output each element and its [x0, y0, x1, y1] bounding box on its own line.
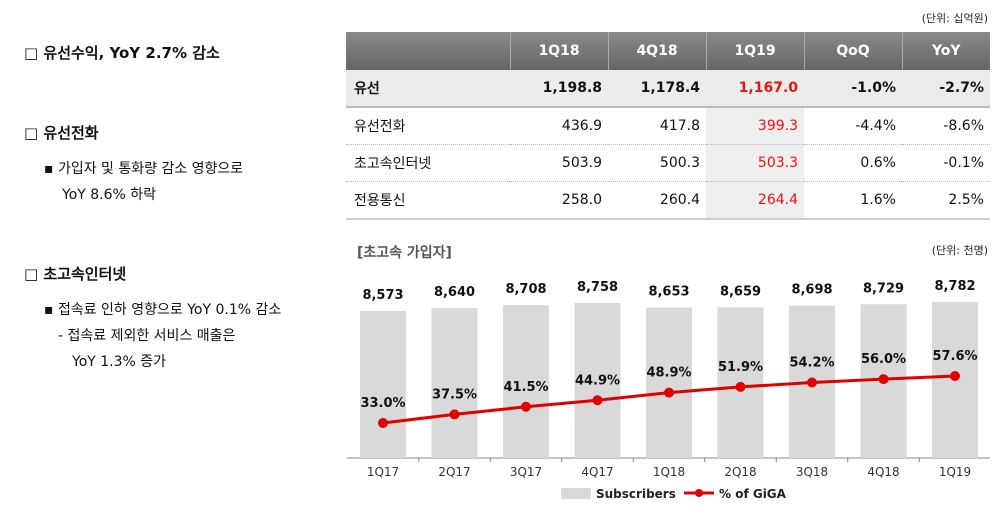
table-cell: -1.0% [804, 70, 902, 108]
bar-subscribers [646, 307, 692, 458]
table-row: 유선전화 436.9 417.8 399.3 -4.4% -8.6% [346, 107, 990, 145]
bar-subscribers [431, 308, 478, 458]
x-tick-label: 1Q17 [367, 465, 399, 479]
x-tick-label: 3Q18 [796, 465, 828, 479]
bar-subscribers [574, 303, 621, 458]
table-cell: 417.8 [608, 107, 706, 145]
table-cell: -8.6% [902, 107, 990, 145]
line-point [521, 401, 531, 412]
column-header: 1Q19 [706, 32, 805, 70]
bullet-text: ▪ 가입자 및 통화량 감소 영향으로 [44, 161, 244, 177]
table-cell: 1,178.4 [608, 70, 706, 108]
line-point [950, 371, 960, 382]
row-label: 유선전화 [346, 107, 510, 145]
x-tick-label: 3Q17 [510, 465, 542, 479]
bar-label: 8,659 [720, 284, 761, 299]
table-cell: 264.4 [706, 181, 804, 220]
row-label: 유선 [346, 70, 510, 108]
line-label: 33.0% [360, 396, 405, 411]
table-cell: 0.6% [804, 144, 902, 182]
bar-label: 8,573 [362, 288, 403, 303]
table-row: 유선 1,198.8 1,178.4 1,167.0 -1.0% -2.7% [346, 70, 990, 108]
line-point [449, 409, 460, 420]
bullet-text: ▪ 접속료 인하 영향으로 YoY 0.1% 감소 [44, 302, 282, 318]
bullet-text: YoY 8.6% 하락 [62, 187, 157, 203]
bar-label: 8,653 [648, 285, 689, 300]
table-cell: 503.3 [706, 144, 804, 182]
line-point [878, 374, 889, 385]
table-cell: 1,167.0 [706, 70, 804, 108]
table-cell: 399.3 [706, 107, 804, 145]
line-point [807, 377, 817, 388]
table-cell: 436.9 [510, 107, 608, 145]
x-tick-label: 2Q17 [438, 465, 470, 479]
bar-label: 8,729 [863, 281, 904, 296]
section-broadband: □ 초고속인터넷 [24, 265, 127, 283]
table-cell: 1,198.8 [510, 70, 608, 108]
table-cell: 1.6% [804, 181, 902, 220]
table-cell: 260.4 [608, 181, 706, 220]
line-label: 57.6% [932, 349, 977, 364]
line-label: 54.2% [789, 356, 834, 371]
table-cell: 258.0 [510, 181, 608, 220]
line-label: 37.5% [432, 387, 477, 402]
column-header [346, 32, 511, 70]
line-label: 44.9% [575, 373, 620, 388]
x-tick-label: 1Q19 [939, 465, 971, 479]
line-label: 51.9% [718, 360, 763, 375]
x-tick-label: 1Q18 [653, 465, 685, 479]
table-cell: -0.1% [902, 144, 990, 182]
bullet-text: - 접속료 제외한 서비스 매출은 [58, 328, 236, 344]
line-label: 48.9% [646, 366, 691, 381]
bullet-text: YoY 1.3% 증가 [72, 354, 167, 370]
bar-label: 8,758 [577, 280, 618, 295]
bar-label: 8,698 [791, 283, 832, 298]
row-label: 전용통신 [346, 181, 510, 220]
section-wired-phone: □ 유선전화 [24, 124, 99, 142]
legend-subscribers-swatch [561, 488, 591, 499]
column-header: QoQ [804, 32, 903, 70]
x-tick-label: 4Q18 [867, 465, 899, 479]
legend-subscribers-label: Subscribers [596, 487, 676, 501]
chart-unit: (단위: 천명) [931, 244, 988, 257]
chart-title: [초고속 가입자] [357, 245, 452, 261]
legend-giga-marker [695, 489, 703, 497]
table-cell: 500.3 [608, 144, 706, 182]
column-header: 1Q18 [510, 32, 609, 70]
line-label: 41.5% [503, 380, 548, 395]
table-unit: (단위: 십억원) [921, 12, 988, 25]
line-point [592, 395, 603, 406]
bar-label: 8,782 [934, 279, 975, 294]
column-header: 4Q18 [608, 32, 707, 70]
bar-subscribers [360, 311, 406, 458]
line-point [664, 387, 674, 398]
line-point [378, 418, 388, 428]
table-row: 초고속인터넷 503.9 500.3 503.3 0.6% -0.1% [346, 144, 990, 182]
revenue-table: 1Q18 4Q18 1Q19 QoQ YoY 유선 1,198.8 1,178.4 1,167… [346, 32, 990, 220]
table-cell: -2.7% [902, 70, 990, 108]
bar-label: 8,640 [434, 285, 475, 300]
x-tick-label: 2Q18 [724, 465, 756, 479]
line-point [735, 381, 746, 392]
column-header: YoY [902, 32, 990, 70]
line-label: 56.0% [861, 352, 906, 367]
table-row: 전용통신 258.0 260.4 264.4 1.6% 2.5% [346, 181, 990, 220]
row-label: 초고속인터넷 [346, 144, 510, 182]
bar-label: 8,708 [505, 282, 546, 297]
table-cell: 2.5% [902, 181, 990, 220]
legend-giga-label: % of GiGA [719, 487, 787, 501]
x-tick-label: 4Q17 [581, 465, 613, 479]
table-cell: 503.9 [510, 144, 608, 182]
table-cell: -4.4% [804, 107, 902, 145]
bar-subscribers [503, 305, 549, 458]
section-wired-revenue: □ 유선수익, YoY 2.7% 감소 [24, 44, 220, 62]
